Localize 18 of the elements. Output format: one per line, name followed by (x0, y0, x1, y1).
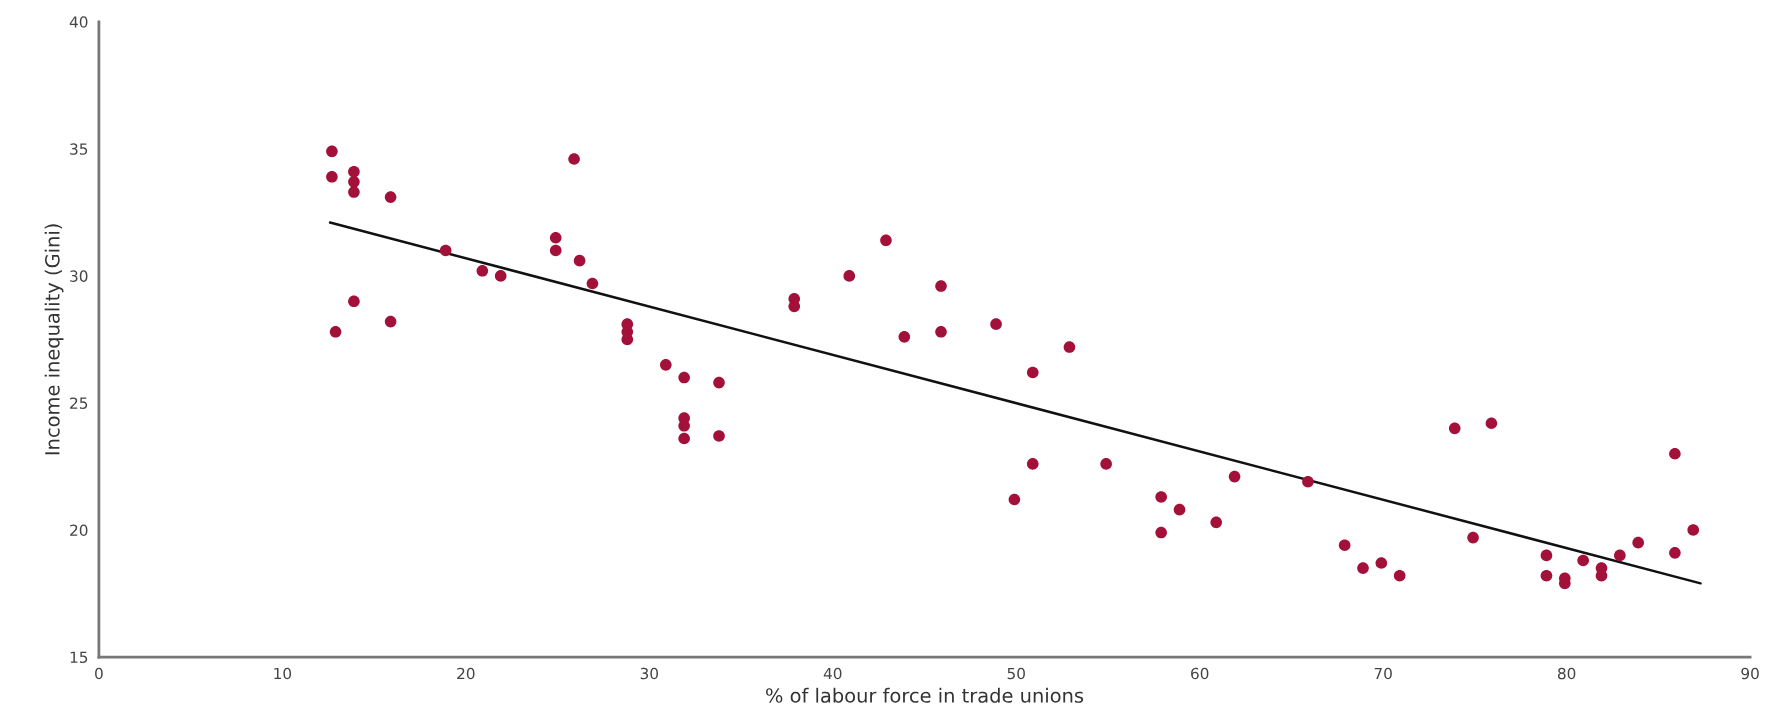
x-tick-label: 60 (1191, 667, 1209, 680)
x-tick-label: 50 (1007, 667, 1025, 680)
y-tick-label: 25 (70, 397, 88, 409)
x-axis-title: % of labour force in trade unions (766, 687, 1084, 703)
x-tick-label: 20 (457, 667, 475, 680)
y-tick-label: 30 (70, 270, 88, 282)
x-tick-label: 30 (640, 667, 658, 680)
y-tick-label: 20 (70, 524, 88, 536)
x-tick-label: 0 (95, 667, 103, 680)
y-tick-label: 40 (69, 16, 88, 28)
x-tick-label: 70 (1374, 667, 1392, 680)
y-tick-label: 35 (70, 143, 88, 155)
x-tick-label: 80 (1557, 667, 1576, 680)
y-tick-label: 15 (70, 651, 88, 664)
y-axis-title: Income inequality (Gini) (44, 224, 64, 455)
x-tick-label: 10 (274, 667, 292, 680)
x-tick-label: 40 (823, 667, 842, 680)
x-tick-label: 90 (1741, 667, 1759, 680)
